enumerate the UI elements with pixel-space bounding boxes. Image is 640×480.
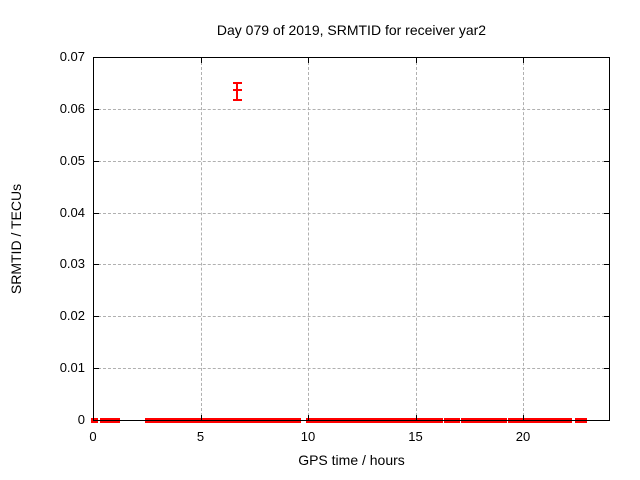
gridline-x-5 [200, 57, 202, 421]
y-tick-mark [94, 57, 99, 58]
x-tick-mark [200, 415, 202, 420]
y-tick-mark [94, 316, 99, 318]
y-tick-mark-right [604, 57, 609, 58]
y-tick-mark [94, 160, 99, 162]
gridline-x-10 [308, 57, 309, 421]
gridline-y-0.01 [93, 368, 610, 370]
x-tick-label: 10 [300, 429, 316, 444]
x-tick-mark [93, 415, 94, 420]
error-bar-cap-bottom [233, 99, 243, 102]
x-tick-mark [308, 415, 309, 420]
y-axis-title: SRMTID / TECUs [8, 183, 24, 295]
y-tick-mark [94, 108, 99, 110]
y-tick-mark-right [604, 368, 609, 370]
error-bar-line [236, 83, 239, 102]
x-tick-mark-top [93, 58, 94, 63]
gridline-x-15 [415, 57, 417, 421]
y-tick-mark [94, 212, 99, 214]
x-tick-mark [415, 415, 417, 420]
x-tick-label: 15 [408, 429, 423, 444]
y-tick-mark-right [604, 108, 609, 110]
data-point-marker [233, 88, 243, 91]
x-axis-title: GPS time / hours [298, 452, 405, 468]
y-tick-mark-right [604, 316, 609, 318]
y-tick-label: 0.07 [59, 49, 85, 64]
x-tick-mark [523, 415, 524, 420]
plot-border-right [609, 57, 610, 421]
gridline-y-0.04 [93, 212, 610, 214]
y-tick-label: 0.05 [59, 152, 85, 168]
x-tick-label: 0 [89, 429, 97, 444]
plot-border-bottom [93, 420, 610, 421]
chart-title: Day 079 of 2019, SRMTID for receiver yar… [216, 22, 487, 38]
y-tick-mark [94, 264, 99, 266]
gridline-x-20 [523, 57, 524, 421]
y-tick-label: 0.02 [59, 308, 85, 324]
x-tick-mark-top [415, 58, 417, 63]
y-tick-mark-right [604, 160, 609, 162]
y-tick-mark-right [604, 212, 609, 214]
y-tick-label: 0.03 [59, 256, 85, 272]
plot-border-left [93, 57, 94, 421]
plot-area [91, 57, 610, 423]
x-tick-mark-top [308, 58, 309, 63]
y-tick-label: 0.04 [59, 204, 85, 220]
error-bar-cap-top [233, 82, 243, 85]
x-tick-label: 20 [515, 429, 531, 444]
y-tick-label: 0 [77, 412, 85, 427]
x-tick-mark-top [200, 58, 202, 63]
gridline-y-0.06 [93, 108, 610, 110]
gridline-y-0.05 [93, 160, 610, 162]
x-tick-mark-top [523, 58, 524, 63]
gridline-y-0.03 [93, 264, 610, 266]
plot-border-top [93, 57, 610, 58]
y-tick-mark-right [604, 264, 609, 266]
x-tick-label: 5 [196, 429, 205, 444]
y-tick-label: 0.01 [59, 360, 85, 376]
y-tick-mark-right [604, 420, 609, 421]
y-tick-mark [94, 368, 99, 370]
gridline-y-0.02 [93, 316, 610, 318]
y-tick-mark [94, 420, 99, 421]
y-tick-label: 0.06 [59, 100, 85, 116]
